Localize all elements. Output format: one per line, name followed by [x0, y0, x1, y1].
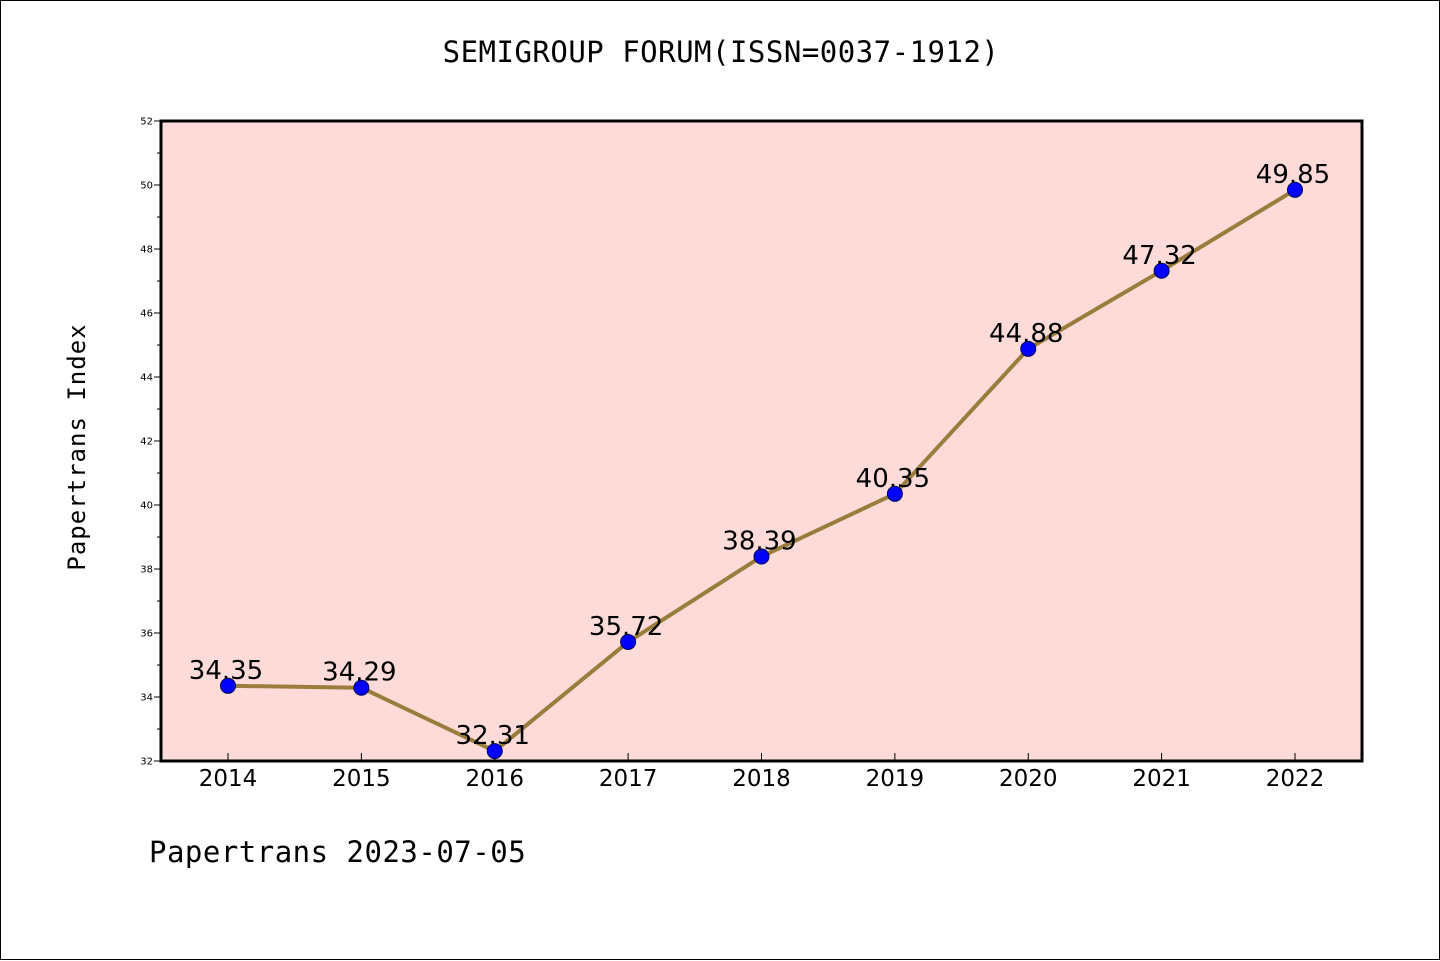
data-label: 35.72	[589, 612, 663, 642]
x-tick-label: 2020	[999, 766, 1058, 792]
y-tick-label: 46	[140, 309, 153, 320]
data-point	[220, 677, 236, 694]
y-tick-label: 42	[140, 437, 153, 448]
data-point	[1287, 181, 1303, 198]
x-tick-label: 2019	[866, 766, 925, 792]
chart-title: SEMIGROUP FORUM(ISSN=0037-1912)	[442, 35, 1000, 69]
data-labels-group: 34.35 34.29 32.31 35.72 38.39 40.35 44.88 47.32…	[189, 160, 1330, 751]
x-axis: 2014 2015 2016 2017 2018 2019 2020 2021 2022	[199, 753, 1325, 792]
markers-group	[220, 181, 1303, 760]
x-tick-label: 2022	[1266, 766, 1325, 792]
plot-area	[159, 119, 1364, 763]
y-tick-label: 38	[140, 565, 153, 576]
data-label: 40.35	[856, 464, 930, 494]
x-tick-label: 2015	[332, 766, 391, 792]
x-tick-label: 2018	[732, 766, 791, 792]
y-tick-label: 52	[140, 117, 153, 128]
data-label: 47.32	[1122, 241, 1196, 271]
data-label: 44.88	[989, 319, 1063, 349]
data-point	[486, 743, 503, 760]
x-tick-label: 2021	[1132, 766, 1191, 792]
data-label: 49.85	[1256, 160, 1330, 190]
data-point	[1020, 340, 1037, 357]
data-point	[620, 633, 637, 650]
data-point	[753, 548, 770, 565]
y-tick-label: 50	[140, 181, 153, 192]
x-tick-label: 2014	[199, 766, 258, 792]
y-tick-label: 36	[140, 629, 153, 640]
data-label: 32.31	[456, 721, 530, 751]
footer-note: Papertrans 2023-07-05	[149, 835, 527, 869]
y-tick-label: 32	[140, 757, 153, 768]
y-tick-label: 44	[140, 373, 153, 384]
x-tick-label: 2016	[465, 766, 524, 792]
y-tick-label: 40	[140, 501, 153, 512]
y-tick-label: 34	[140, 693, 153, 704]
data-point	[1153, 262, 1170, 279]
y-tick-label: 48	[140, 245, 153, 256]
y-axis: 32 34 36 38 40 42 44 46 48 50 52	[140, 117, 161, 768]
data-label: 38.39	[722, 527, 796, 557]
data-label: 34.29	[322, 658, 396, 688]
data-label: 34.35	[189, 656, 263, 686]
x-tick-label: 2017	[599, 766, 658, 792]
data-point	[353, 679, 370, 696]
data-point	[886, 485, 903, 502]
